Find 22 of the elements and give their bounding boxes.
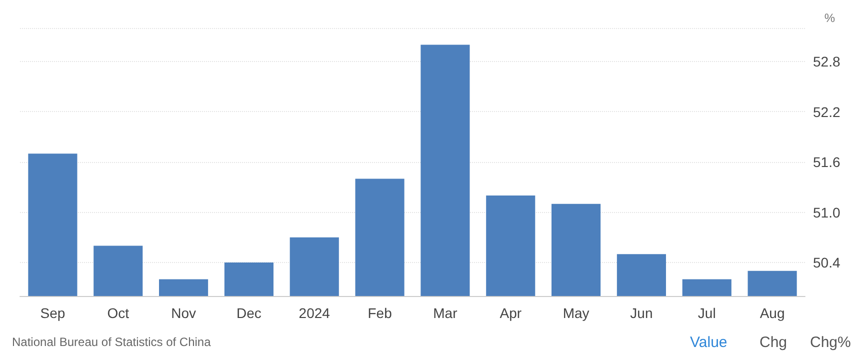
y-tick-label: 51.6 [813, 154, 840, 170]
text: Chg% [810, 334, 851, 351]
text: Chg [760, 334, 788, 351]
x-tick-label: Sep [40, 305, 66, 321]
y-tick-label: 52.8 [813, 54, 840, 70]
x-tick-label: Jun [630, 305, 653, 321]
x-tick-label: Apr [500, 305, 522, 321]
x-tick-label: Aug [760, 305, 785, 321]
y-tick-label: 51.0 [813, 204, 840, 220]
x-tick-label: Oct [107, 305, 130, 321]
x-tick-label: Feb [368, 305, 392, 321]
text: National Bureau of Statistics of China [12, 335, 212, 349]
x-tick-label: Jul [698, 305, 716, 321]
x-tick-label: Nov [171, 305, 196, 321]
text: Value [690, 334, 728, 351]
x-tick-label: Mar [433, 305, 458, 321]
x-tick-label: May [562, 305, 590, 321]
y-tick-label: 52.2 [813, 104, 840, 120]
y-axis-title: % [824, 11, 836, 25]
x-tick-label: 2024 [298, 305, 330, 321]
x-tick-label: Dec [236, 305, 262, 321]
y-tick-label: 50.4 [813, 254, 840, 270]
